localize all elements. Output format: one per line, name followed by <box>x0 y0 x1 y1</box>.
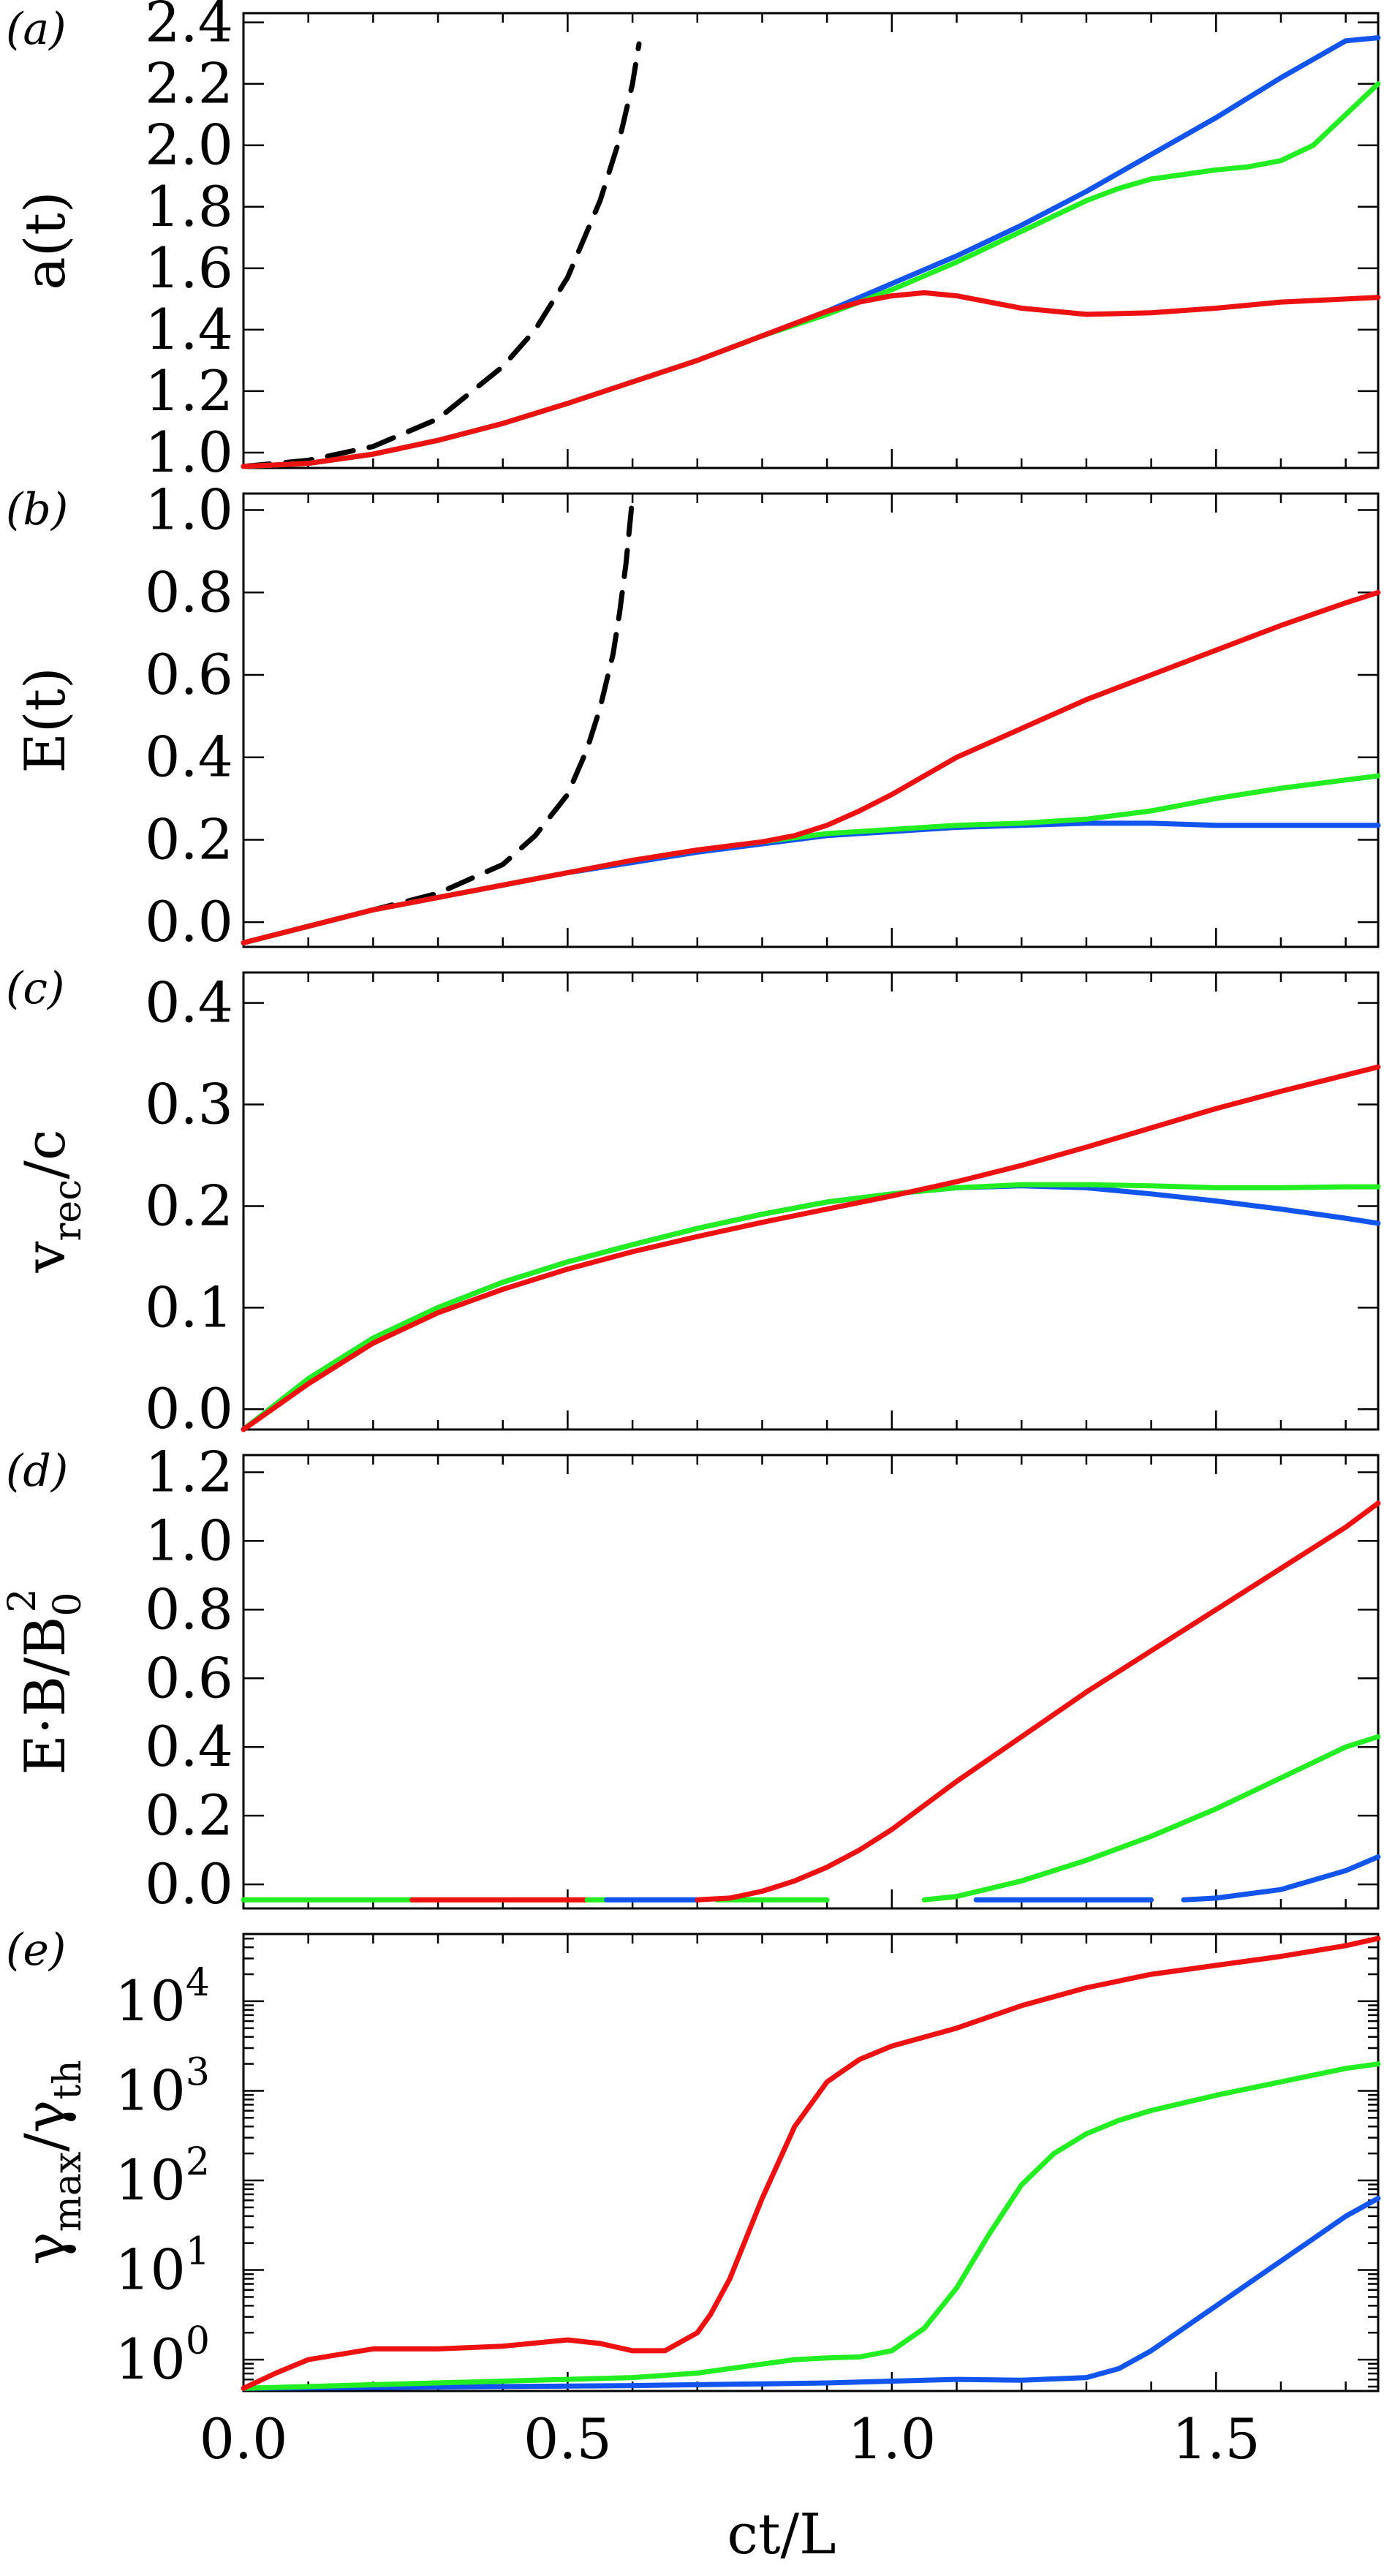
y-tick-label: 0.1 <box>145 1274 233 1340</box>
panel-c: 0.0 0.1 0.2 0.3 0.4 (c) vrec/c <box>6 963 1381 1441</box>
y-tick-label: 1.2 <box>145 358 233 423</box>
panel-a: 1.01.21.41.61.82.02.22.4 (a) a(t) <box>6 0 1381 485</box>
y-tick-label: 1.0 <box>145 420 233 485</box>
y-tick-label: 0.8 <box>145 559 233 624</box>
series-line-blue <box>241 35 1381 469</box>
plot-frame <box>242 971 1380 1431</box>
y-axis-title: vrec/c <box>12 1130 90 1274</box>
y-tick-label: 0.6 <box>145 642 233 707</box>
y-tick-label: 1.4 <box>145 297 233 362</box>
series-line-red <box>241 290 1381 469</box>
y-tick-label: 2.4 <box>145 0 233 55</box>
panel-b: 0.0 0.2 0.4 0.6 0.8 1.0 (b) E(t) <box>6 477 1381 954</box>
series-line-blue <box>241 1183 1381 1432</box>
series-line-red <box>695 1500 1381 1903</box>
panel-tag: (e) <box>6 1925 66 1976</box>
series-line-green <box>921 1734 1381 1903</box>
x-tick-label: 0.0 <box>200 2406 288 2471</box>
panel-d: 0.00.20.40.60.81.01.2 (d) E·B/B02 <box>1 1439 1381 1916</box>
y-tick-label: 101 <box>115 2230 210 2303</box>
plot-frame <box>242 1454 1380 1910</box>
series-line-red <box>241 1935 1381 2391</box>
panel-e: 100 101 102 103 104 (e) γmax/γth <box>6 1925 1381 2392</box>
y-tick-label: 1.2 <box>145 1439 233 1504</box>
x-tick-label: 1.0 <box>847 2406 936 2471</box>
y-tick-label: 0.0 <box>145 1851 233 1916</box>
y-axis-title: E(t) <box>12 667 77 773</box>
panel-tag: (b) <box>6 484 68 535</box>
y-tick-label: 100 <box>115 2319 210 2392</box>
y-tick-label: 0.8 <box>145 1576 233 1642</box>
y-tick-label: 0.4 <box>145 970 233 1035</box>
series-line-blue <box>241 2196 1381 2391</box>
y-tick-label: 0.2 <box>145 807 233 872</box>
series-line-green <box>241 773 1381 945</box>
y-tick-label: 2.0 <box>145 113 233 178</box>
y-tick-label: 1.0 <box>145 1508 233 1573</box>
y-tick-label: 0.6 <box>145 1645 233 1710</box>
y-tick-label: 0.2 <box>145 1173 233 1238</box>
y-axis-title: E·B/B02 <box>1 1588 90 1775</box>
series-line-red <box>241 1064 1381 1432</box>
x-tick-label: 1.5 <box>1172 2406 1260 2471</box>
plot-frame <box>242 492 1380 948</box>
y-tick-label: 103 <box>115 2050 210 2123</box>
series-line-black <box>241 41 642 469</box>
y-tick-label: 104 <box>115 1961 210 2033</box>
plot-frame <box>242 1933 1380 2392</box>
panel-tag: (c) <box>6 963 64 1014</box>
panel-tag: (d) <box>6 1446 68 1497</box>
plot-frame <box>242 12 1380 469</box>
y-tick-label: 0.4 <box>145 725 233 790</box>
series-line-green <box>241 1182 1381 1432</box>
y-axis-title: γmax/γth <box>12 2060 90 2265</box>
y-tick-label: 2.2 <box>145 51 233 116</box>
series-line-blue <box>1181 1854 1381 1903</box>
y-tick-label: 1.8 <box>145 174 233 239</box>
x-tick-label: 0.5 <box>523 2406 612 2471</box>
y-tick-label: 0.2 <box>145 1783 233 1848</box>
series-line-green <box>241 2061 1381 2391</box>
y-tick-label: 1.0 <box>145 477 233 543</box>
y-tick-label: 0.0 <box>145 889 233 954</box>
series-line-green <box>241 81 1381 469</box>
panel-tag: (a) <box>6 4 67 55</box>
series-line-blue <box>241 820 1381 945</box>
x-axis-title: ct/L <box>727 2501 836 2566</box>
series-line-black <box>241 495 635 945</box>
y-tick-label: 102 <box>115 2140 210 2213</box>
y-tick-label: 0.3 <box>145 1072 233 1137</box>
series-line-red <box>241 589 1381 945</box>
y-tick-label: 1.6 <box>145 235 233 301</box>
y-axis-title: a(t) <box>12 191 77 290</box>
y-tick-label: 0.4 <box>145 1714 233 1779</box>
y-tick-label: 0.0 <box>145 1376 233 1441</box>
